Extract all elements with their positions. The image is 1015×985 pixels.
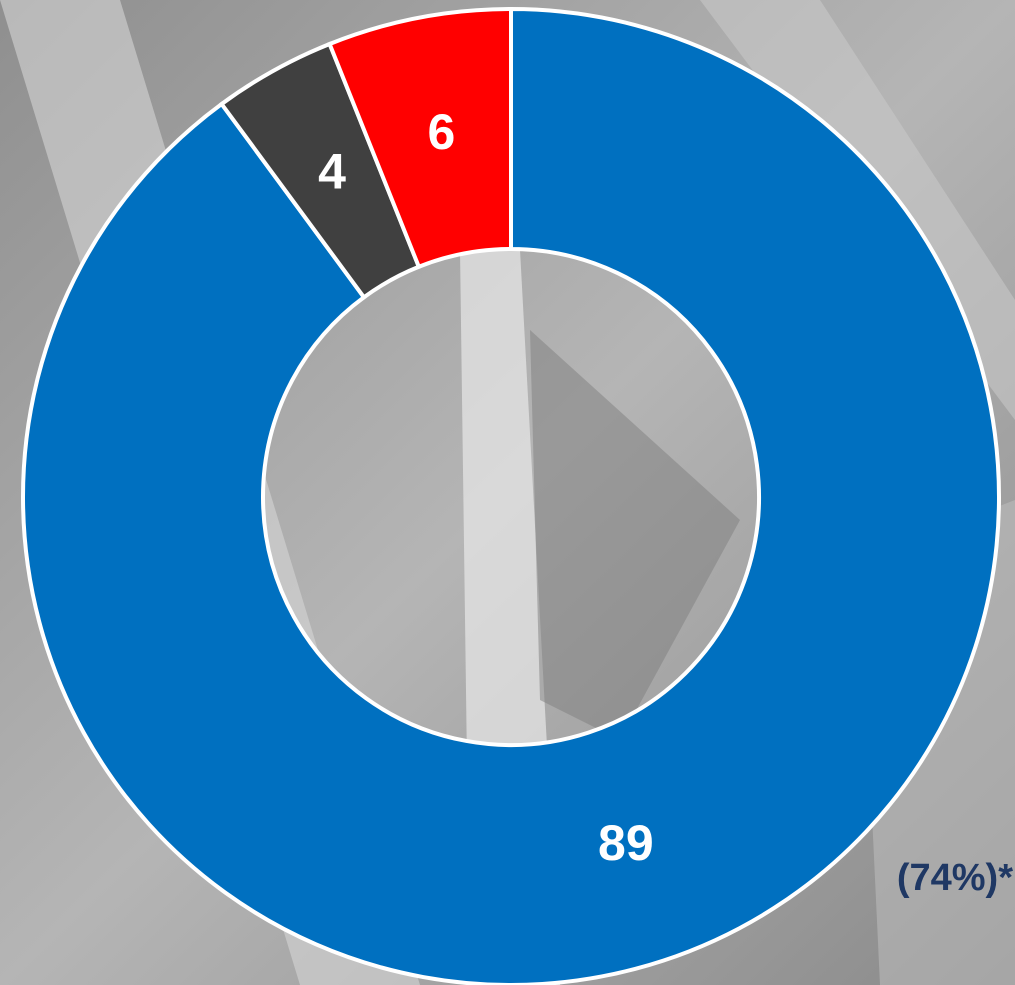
data-label: 6 xyxy=(427,104,455,160)
donut: 89 4 6 xyxy=(21,6,1001,985)
donut-segment xyxy=(21,6,1001,985)
data-label: 89 xyxy=(598,815,654,871)
annotation: (74%)* xyxy=(897,857,1013,899)
donut-segment xyxy=(327,6,513,270)
data-label: 4 xyxy=(318,144,346,200)
background-stripe xyxy=(530,330,740,740)
